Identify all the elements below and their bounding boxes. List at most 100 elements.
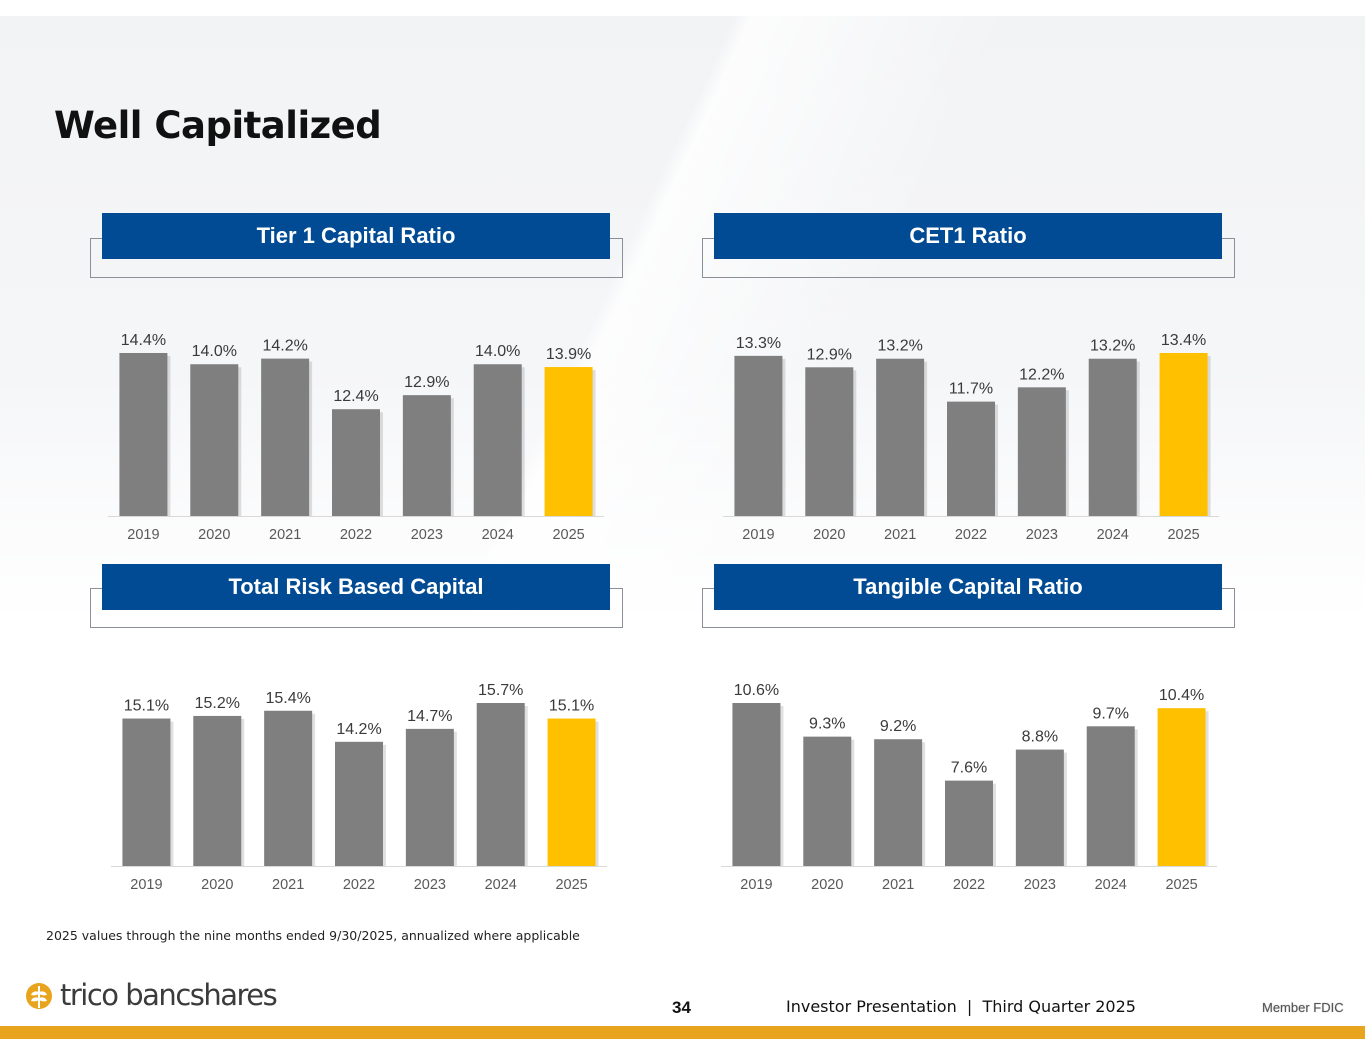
data-label: 14.7% <box>407 708 452 725</box>
x-tick-label: 2019 <box>127 527 159 543</box>
x-tick-label: 2023 <box>411 527 443 543</box>
bar-2023 <box>402 395 451 516</box>
bar-2025 <box>547 718 596 866</box>
bar-2020 <box>803 736 852 866</box>
tier1-panel-header: Tier 1 Capital Ratio <box>102 213 610 259</box>
x-tick-label: 2022 <box>343 877 375 893</box>
x-tick-label: 2021 <box>884 527 916 543</box>
data-label: 15.7% <box>478 682 523 699</box>
bar-2021 <box>261 358 310 516</box>
bar-2019 <box>122 718 171 866</box>
x-tick-label: 2024 <box>482 527 514 543</box>
bar-2022 <box>332 409 380 516</box>
bar-2023 <box>1015 749 1064 866</box>
bar-2020 <box>193 715 242 866</box>
data-label: 15.2% <box>195 695 240 712</box>
bar-2025 <box>1159 353 1208 516</box>
x-tick-label: 2020 <box>811 877 843 893</box>
x-tick-label: 2022 <box>340 527 372 543</box>
bar-2019 <box>119 353 168 516</box>
cet1-panel-header: CET1 Ratio <box>714 213 1222 259</box>
data-label: 13.3% <box>736 335 781 352</box>
x-tick-label: 2025 <box>555 877 587 893</box>
bar-2025 <box>544 367 593 516</box>
bar-2022 <box>947 401 995 516</box>
bar-2024 <box>476 703 525 866</box>
bar-2019 <box>734 355 783 516</box>
bar-2022 <box>335 741 383 866</box>
data-label: 13.9% <box>546 346 591 363</box>
data-label: 14.2% <box>336 721 381 738</box>
x-tick-label: 2021 <box>269 527 301 543</box>
data-label: 14.0% <box>475 343 520 360</box>
x-tick-label: 2023 <box>1026 527 1058 543</box>
x-tick-label: 2020 <box>813 527 845 543</box>
x-tick-label: 2024 <box>1095 877 1127 893</box>
data-label: 12.4% <box>333 388 378 405</box>
data-label: 9.2% <box>880 718 916 735</box>
data-label: 13.2% <box>1090 338 1135 355</box>
x-tick-label: 2020 <box>198 527 230 543</box>
data-label: 14.0% <box>192 343 237 360</box>
data-label: 10.6% <box>734 682 779 699</box>
x-tick-label: 2020 <box>201 877 233 893</box>
data-label: 12.9% <box>807 346 852 363</box>
data-label: 11.7% <box>949 381 993 398</box>
bar-2021 <box>264 710 313 866</box>
data-label: 13.2% <box>877 338 922 355</box>
presentation-label: Investor Presentation | Third Quarter 20… <box>786 997 1136 1016</box>
company-logo: trico bancshares <box>24 978 278 1012</box>
page-title: Well Capitalized <box>54 104 382 147</box>
bar-2024 <box>1086 726 1135 866</box>
data-label: 8.8% <box>1022 729 1058 746</box>
trbc-panel-header: Total Risk Based Capital <box>102 564 610 610</box>
logo-text: trico bancshares <box>60 978 278 1012</box>
bar-2024 <box>1088 358 1137 516</box>
data-label: 7.6% <box>951 760 987 777</box>
bar-2025 <box>1157 708 1206 866</box>
data-label: 13.4% <box>1161 332 1206 349</box>
x-tick-label: 2021 <box>882 877 914 893</box>
bar-2022 <box>945 780 993 866</box>
footnote: 2025 values through the nine months ende… <box>46 928 580 943</box>
data-label: 15.4% <box>265 690 310 707</box>
data-label: 9.7% <box>1092 705 1128 722</box>
x-tick-label: 2023 <box>414 877 446 893</box>
x-tick-label: 2024 <box>485 877 517 893</box>
x-tick-label: 2019 <box>740 877 772 893</box>
tangible-panel-header: Tangible Capital Ratio <box>714 564 1222 610</box>
x-tick-label: 2022 <box>953 877 985 893</box>
data-label: 10.4% <box>1159 687 1204 704</box>
data-label: 15.1% <box>549 698 594 715</box>
data-label: 14.4% <box>121 332 166 349</box>
wheat-logo-icon <box>26 983 52 1009</box>
x-tick-label: 2022 <box>955 527 987 543</box>
trbc-chart: 15.1% 2019 15.2% 2020 15.4% 2021 14.2% 2022 14.7… <box>111 682 607 893</box>
x-tick-label: 2019 <box>130 877 162 893</box>
data-label: 12.9% <box>404 374 449 391</box>
data-label: 14.2% <box>262 338 307 355</box>
bottom-accent-bar <box>0 1026 1365 1039</box>
x-tick-label: 2021 <box>272 877 304 893</box>
x-tick-label: 2025 <box>1165 877 1197 893</box>
bar-2020 <box>190 364 239 516</box>
x-tick-label: 2023 <box>1024 877 1056 893</box>
x-tick-label: 2024 <box>1097 527 1129 543</box>
bar-2023 <box>1017 387 1066 516</box>
bar-2019 <box>732 703 781 866</box>
data-label: 12.2% <box>1019 366 1064 383</box>
tangible-chart: 10.6% 2019 9.3% 2020 9.2% 2021 7.6% 2022 8.8% 202… <box>721 682 1217 893</box>
bar-2021 <box>876 358 925 516</box>
data-label: 9.3% <box>809 716 845 733</box>
tier1-chart: 14.4% 2019 14.0% 2020 14.2% 2021 12.4% 2022 12.9… <box>108 332 604 543</box>
bar-2023 <box>405 728 454 866</box>
page-number: 34 <box>672 998 691 1017</box>
x-tick-label: 2025 <box>1167 527 1199 543</box>
bar-2020 <box>805 367 854 516</box>
x-tick-label: 2025 <box>552 527 584 543</box>
bar-2024 <box>473 364 522 516</box>
data-label: 15.1% <box>124 698 169 715</box>
x-tick-label: 2019 <box>742 527 774 543</box>
cet1-chart: 13.3% 2019 12.9% 2020 13.2% 2021 11.7% 2022 12.2… <box>723 332 1219 543</box>
member-fdic: Member FDIC <box>1262 1000 1344 1015</box>
